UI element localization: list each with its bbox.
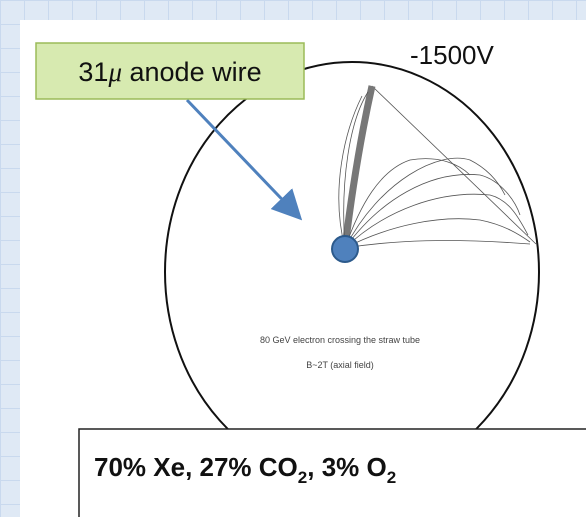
voltage: -1500V (410, 40, 494, 70)
label-number: 31 (78, 57, 108, 87)
label-unit: μ (107, 57, 122, 87)
caption: B~2T (axial field) (306, 360, 374, 370)
tracks (338, 85, 537, 249)
gas-mixture: 70% Xe, 27% CO2, 3% O2 (94, 452, 396, 487)
gas-box (78, 428, 586, 517)
gas-text: 70% Xe, 27% CO (94, 452, 298, 482)
label-text: anode wire (122, 57, 262, 87)
subscript: 2 (298, 468, 307, 487)
label: 31μ anode wire (78, 57, 261, 87)
arrow (185, 98, 303, 221)
anode-wire (331, 235, 359, 263)
label-box (35, 42, 305, 100)
subscript: 2 (387, 468, 396, 487)
caption: 80 GeV electron crossing the straw tube (260, 335, 420, 345)
gas-text: , 3% O (307, 452, 386, 482)
